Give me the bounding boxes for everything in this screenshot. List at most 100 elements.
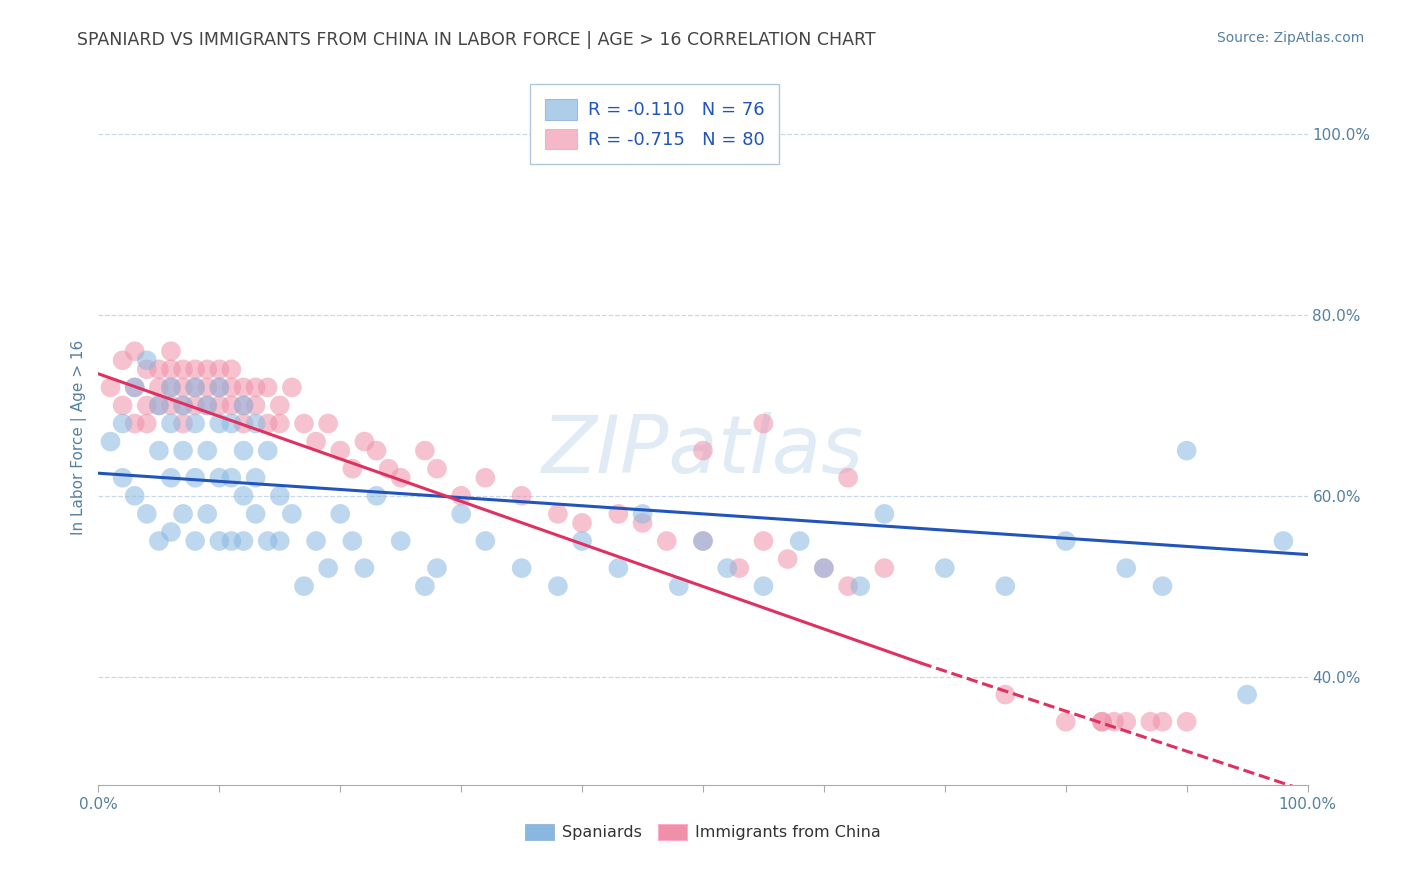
Point — [510, 489, 533, 503]
Point — [160, 399, 183, 413]
Point — [269, 489, 291, 503]
Text: SPANIARD VS IMMIGRANTS FROM CHINA IN LABOR FORCE | AGE > 16 CORRELATION CHART: SPANIARD VS IMMIGRANTS FROM CHINA IN LAB… — [77, 31, 876, 49]
Point — [135, 417, 157, 431]
Point — [353, 434, 375, 449]
Point — [172, 380, 194, 394]
Point — [184, 380, 207, 394]
Point — [571, 533, 593, 548]
Point — [389, 533, 412, 548]
Point — [172, 443, 194, 458]
Point — [776, 552, 799, 566]
Point — [329, 443, 352, 458]
Point — [148, 399, 170, 413]
Point — [100, 380, 122, 394]
Point — [172, 417, 194, 431]
Point — [426, 461, 449, 475]
Point — [256, 443, 278, 458]
Point — [184, 399, 207, 413]
Point — [184, 380, 207, 394]
Point — [316, 561, 339, 575]
Point — [160, 380, 183, 394]
Point — [195, 399, 218, 413]
Point — [245, 380, 267, 394]
Point — [1175, 714, 1198, 729]
Point — [232, 380, 254, 394]
Point — [195, 362, 218, 376]
Point — [160, 471, 183, 485]
Point — [111, 399, 134, 413]
Point — [510, 561, 533, 575]
Point — [631, 507, 654, 521]
Point — [631, 516, 654, 530]
Point — [221, 399, 243, 413]
Y-axis label: In Labor Force | Age > 16: In Labor Force | Age > 16 — [72, 340, 87, 534]
Point — [245, 417, 267, 431]
Point — [111, 471, 134, 485]
Point — [208, 399, 231, 413]
Point — [752, 579, 775, 593]
Point — [692, 443, 714, 458]
Point — [1152, 714, 1174, 729]
Point — [184, 362, 207, 376]
Point — [1272, 533, 1295, 548]
Point — [305, 533, 328, 548]
Point — [160, 344, 183, 359]
Point — [281, 380, 304, 394]
Point — [607, 561, 630, 575]
Point — [1115, 561, 1137, 575]
Point — [366, 443, 388, 458]
Point — [208, 362, 231, 376]
Point — [849, 579, 872, 593]
Point — [994, 579, 1017, 593]
Point — [160, 380, 183, 394]
Point — [873, 507, 896, 521]
Point — [208, 471, 231, 485]
Point — [256, 380, 278, 394]
Point — [668, 579, 690, 593]
Text: ZIPatlas: ZIPatlas — [541, 412, 865, 490]
Point — [232, 489, 254, 503]
Point — [377, 461, 399, 475]
Point — [221, 533, 243, 548]
Point — [607, 507, 630, 521]
Point — [208, 380, 231, 394]
Point — [221, 417, 243, 431]
Point — [256, 533, 278, 548]
Point — [1102, 714, 1125, 729]
Point — [135, 507, 157, 521]
Point — [232, 533, 254, 548]
Point — [342, 533, 364, 548]
Point — [208, 533, 231, 548]
Point — [221, 380, 243, 394]
Point — [426, 561, 449, 575]
Point — [547, 507, 569, 521]
Point — [450, 489, 472, 503]
Point — [148, 533, 170, 548]
Point — [124, 417, 146, 431]
Point — [245, 399, 267, 413]
Point — [269, 417, 291, 431]
Point — [148, 362, 170, 376]
Point — [366, 489, 388, 503]
Point — [135, 362, 157, 376]
Point — [752, 533, 775, 548]
Point — [813, 561, 835, 575]
Point — [813, 561, 835, 575]
Point — [837, 579, 859, 593]
Point — [1236, 688, 1258, 702]
Point — [547, 579, 569, 593]
Point — [232, 417, 254, 431]
Point — [245, 471, 267, 485]
Point — [474, 533, 496, 548]
Point — [692, 533, 714, 548]
Point — [728, 561, 751, 575]
Point — [232, 399, 254, 413]
Point — [195, 399, 218, 413]
Point — [124, 489, 146, 503]
Point — [873, 561, 896, 575]
Point — [195, 380, 218, 394]
Point — [124, 380, 146, 394]
Point — [1054, 714, 1077, 729]
Point — [221, 362, 243, 376]
Point — [305, 434, 328, 449]
